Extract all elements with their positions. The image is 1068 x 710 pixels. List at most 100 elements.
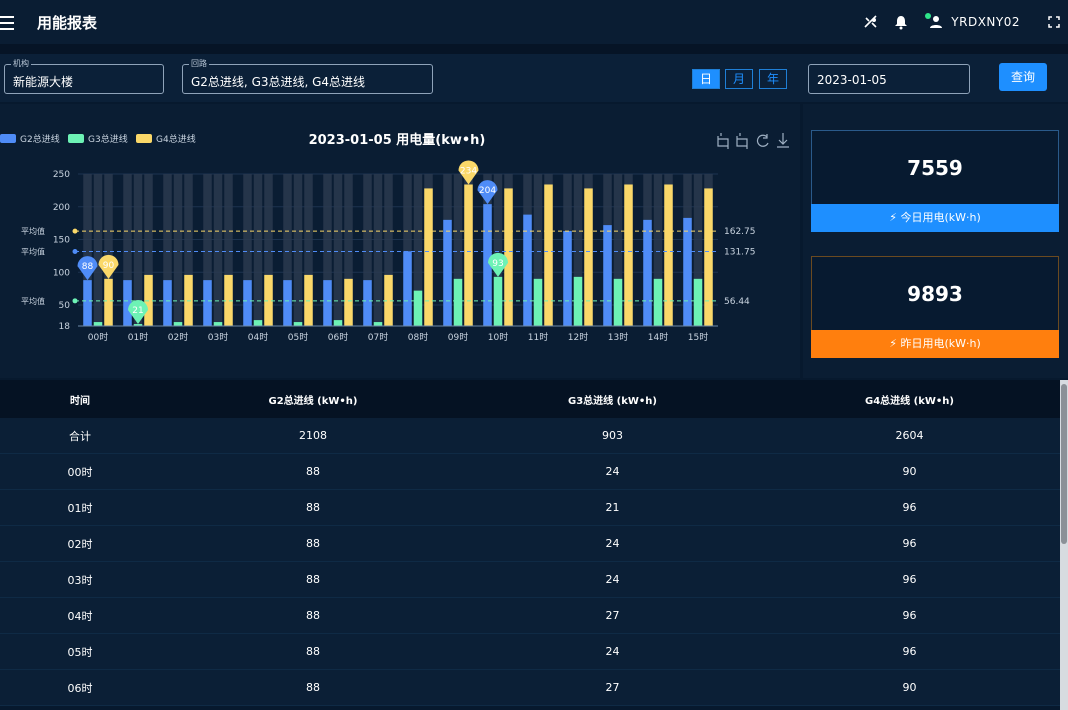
today-usage-value: 7559 (907, 156, 963, 180)
x-tick-label: 14时 (648, 331, 668, 343)
table-cell: 21 (605, 501, 620, 514)
table-row: 01时 88 21 96 (0, 490, 1060, 526)
bar-background (304, 174, 313, 326)
period-day-button[interactable]: 日 (692, 69, 720, 89)
bar-background (333, 174, 343, 326)
bar (413, 290, 423, 326)
date-picker[interactable]: 2023-01-05 (808, 64, 970, 94)
bar-background (403, 174, 412, 326)
column-header-g3[interactable]: G3总进线 (kW•h) (568, 395, 657, 407)
yesterday-usage-card: 9893 ⚡ 昨日用电(kW·h) (811, 256, 1059, 358)
refresh-icon[interactable] (756, 134, 769, 147)
column-header-time[interactable]: 时间 (70, 395, 90, 407)
bar-background (283, 174, 292, 326)
marker-label: 204 (479, 186, 496, 196)
y-tick-label: 250 (53, 170, 70, 180)
download-icon[interactable] (777, 133, 789, 148)
x-tick-label: 13时 (608, 331, 628, 343)
x-tick-label: 05时 (288, 331, 308, 343)
bar-background (144, 174, 153, 326)
period-year-button[interactable]: 年 (759, 69, 787, 89)
menu-icon[interactable] (0, 12, 16, 32)
bar-background (264, 174, 273, 326)
average-label: 平均值 (21, 226, 45, 236)
loop-value: G2总进线, G3总进线, G4总进线 (191, 75, 366, 89)
bar (403, 251, 412, 326)
table-cell: 96 (902, 501, 917, 514)
table-cell: 02时 (67, 537, 93, 551)
bar-background (373, 174, 383, 326)
query-button[interactable]: 查询 (999, 63, 1047, 91)
table-cell: 88 (306, 501, 320, 514)
chart-panel: G2总进线 G3总进线 G4总进线 2023-01-05 用电量(kw•h) 18 5… (0, 104, 800, 378)
today-usage-label-bar: ⚡ 今日用电(kW·h) (811, 204, 1059, 232)
bar-background (344, 174, 353, 326)
bar (443, 219, 452, 326)
bar (653, 278, 663, 326)
today-usage-label: 今日用电(kW·h) (900, 211, 981, 224)
bar (643, 219, 652, 326)
marker-label: 90 (103, 261, 115, 271)
scrollbar-thumb[interactable] (1061, 384, 1067, 544)
top-bar: 用能报表 YRDXNY02 (0, 0, 1068, 44)
bar-background (413, 174, 423, 326)
legend-swatch (136, 134, 152, 143)
table-cell: 88 (306, 537, 320, 550)
table-cell: 88 (306, 609, 320, 622)
legend-label: G2总进线 (20, 133, 60, 145)
bar-background (253, 174, 263, 326)
x-tick-label: 15时 (688, 331, 708, 343)
bar-background (493, 174, 503, 326)
average-dot (72, 228, 78, 234)
bar-background (163, 174, 172, 326)
table-row: 05时 88 24 96 (0, 634, 1060, 670)
average-value: 162.75 (724, 227, 756, 237)
x-tick-label: 11时 (528, 331, 548, 343)
x-tick-label: 08时 (408, 331, 428, 343)
bar (493, 276, 503, 326)
average-dot (72, 248, 78, 254)
period-month-button[interactable]: 月 (725, 69, 753, 89)
table-cell: 27 (605, 681, 620, 694)
table-cell: 24 (605, 573, 620, 586)
bar-background (173, 174, 183, 326)
table-cell: 04时 (67, 609, 93, 623)
bar-background (533, 174, 543, 326)
column-header-g4[interactable]: G4总进线 (kW•h) (865, 395, 954, 407)
bar (213, 322, 223, 326)
user-menu[interactable]: YRDXNY02 (923, 13, 1020, 29)
fullscreen-icon[interactable] (1046, 14, 1062, 30)
table-scrollbar[interactable] (1060, 380, 1068, 710)
table-cell: 96 (902, 573, 917, 586)
bar-background (93, 174, 103, 326)
bar (123, 280, 132, 326)
marker-pin (128, 300, 148, 325)
org-label: 机构 (11, 58, 31, 69)
loop-select[interactable]: 回路 G2总进线, G3总进线, G4总进线 (182, 58, 433, 94)
x-tick-label: 10时 (488, 331, 508, 343)
bar (333, 320, 343, 326)
theme-toggle-icon[interactable] (863, 14, 879, 30)
notification-bell-icon[interactable] (893, 14, 909, 30)
table-row: 04时 88 27 96 (0, 598, 1060, 634)
column-header-g2[interactable]: G2总进线 (kW•h) (268, 395, 358, 407)
page-title: 用能报表 (37, 14, 98, 32)
zoom-reset-icon[interactable] (736, 133, 748, 149)
bar-background (453, 174, 463, 326)
zoom-icon[interactable] (717, 133, 729, 149)
x-tick-label: 06时 (328, 331, 348, 343)
org-select[interactable]: 机构 新能源大楼 (4, 58, 164, 94)
bar (83, 280, 92, 326)
x-tick-label: 12时 (568, 331, 588, 343)
bar-background (693, 174, 703, 326)
y-tick-label: 200 (53, 203, 70, 213)
table-row: 00时 88 24 90 (0, 454, 1060, 490)
legend-swatch (68, 134, 84, 143)
x-tick-label: 01时 (128, 331, 148, 343)
table-row-total: 合计 2108 903 2604 (0, 418, 1060, 454)
bar (293, 322, 303, 326)
bar (624, 184, 633, 326)
table-cell: 24 (605, 645, 620, 658)
bar (693, 278, 703, 326)
legend-label: G4总进线 (156, 133, 196, 145)
